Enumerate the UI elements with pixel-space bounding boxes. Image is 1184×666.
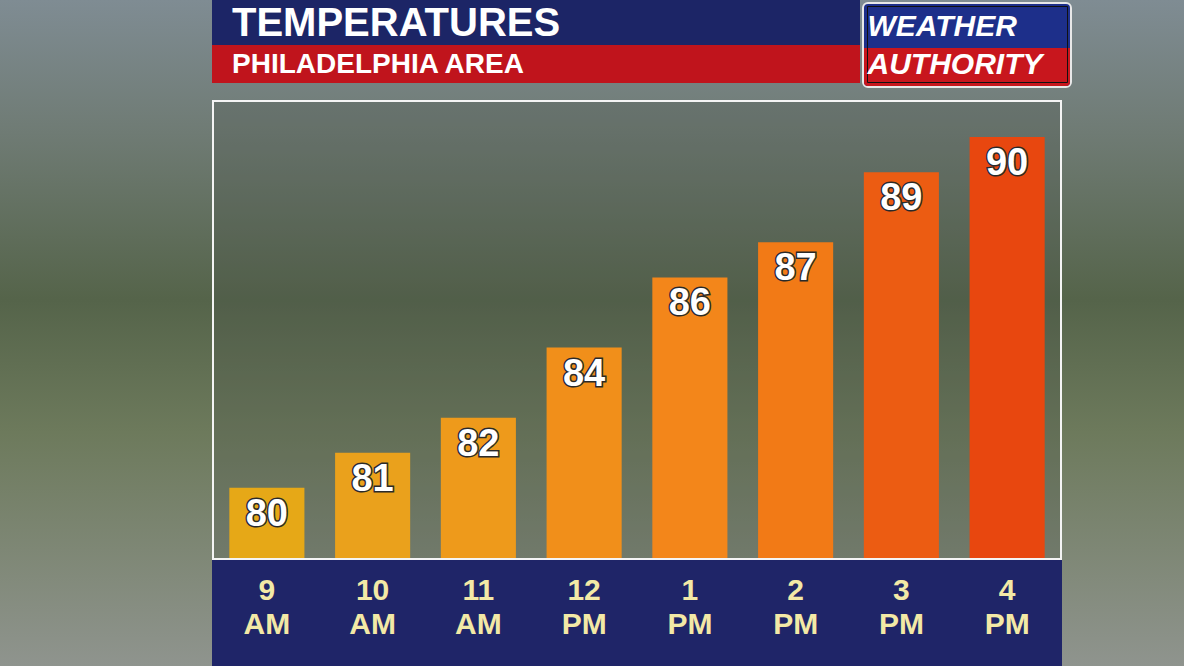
svg-text:9: 9: [259, 573, 276, 606]
svg-text:2: 2: [787, 573, 804, 606]
svg-text:10: 10: [356, 573, 389, 606]
svg-text:WEATHER: WEATHER: [868, 9, 1018, 42]
svg-text:80: 80: [246, 492, 288, 534]
svg-text:PM: PM: [985, 607, 1030, 640]
svg-text:AM: AM: [455, 607, 502, 640]
svg-text:PM: PM: [562, 607, 607, 640]
svg-text:11: 11: [463, 573, 495, 606]
svg-text:PM: PM: [773, 607, 818, 640]
svg-text:82: 82: [457, 422, 499, 464]
svg-text:AM: AM: [244, 607, 291, 640]
svg-text:84: 84: [563, 352, 605, 394]
svg-text:90: 90: [986, 141, 1028, 183]
svg-text:89: 89: [880, 176, 922, 218]
svg-text:3: 3: [893, 573, 910, 606]
svg-text:PM: PM: [879, 607, 924, 640]
svg-text:86: 86: [669, 281, 711, 323]
svg-text:PM: PM: [667, 607, 712, 640]
svg-text:PHILADELPHIA AREA: PHILADELPHIA AREA: [232, 48, 524, 79]
svg-text:AUTHORITY: AUTHORITY: [867, 47, 1046, 80]
svg-text:AM: AM: [349, 607, 396, 640]
svg-text:TEMPERATURES: TEMPERATURES: [232, 0, 560, 44]
svg-text:1: 1: [682, 573, 699, 606]
svg-text:12: 12: [567, 573, 600, 606]
svg-text:4: 4: [999, 573, 1016, 606]
svg-text:87: 87: [774, 246, 816, 288]
svg-text:81: 81: [351, 457, 393, 499]
